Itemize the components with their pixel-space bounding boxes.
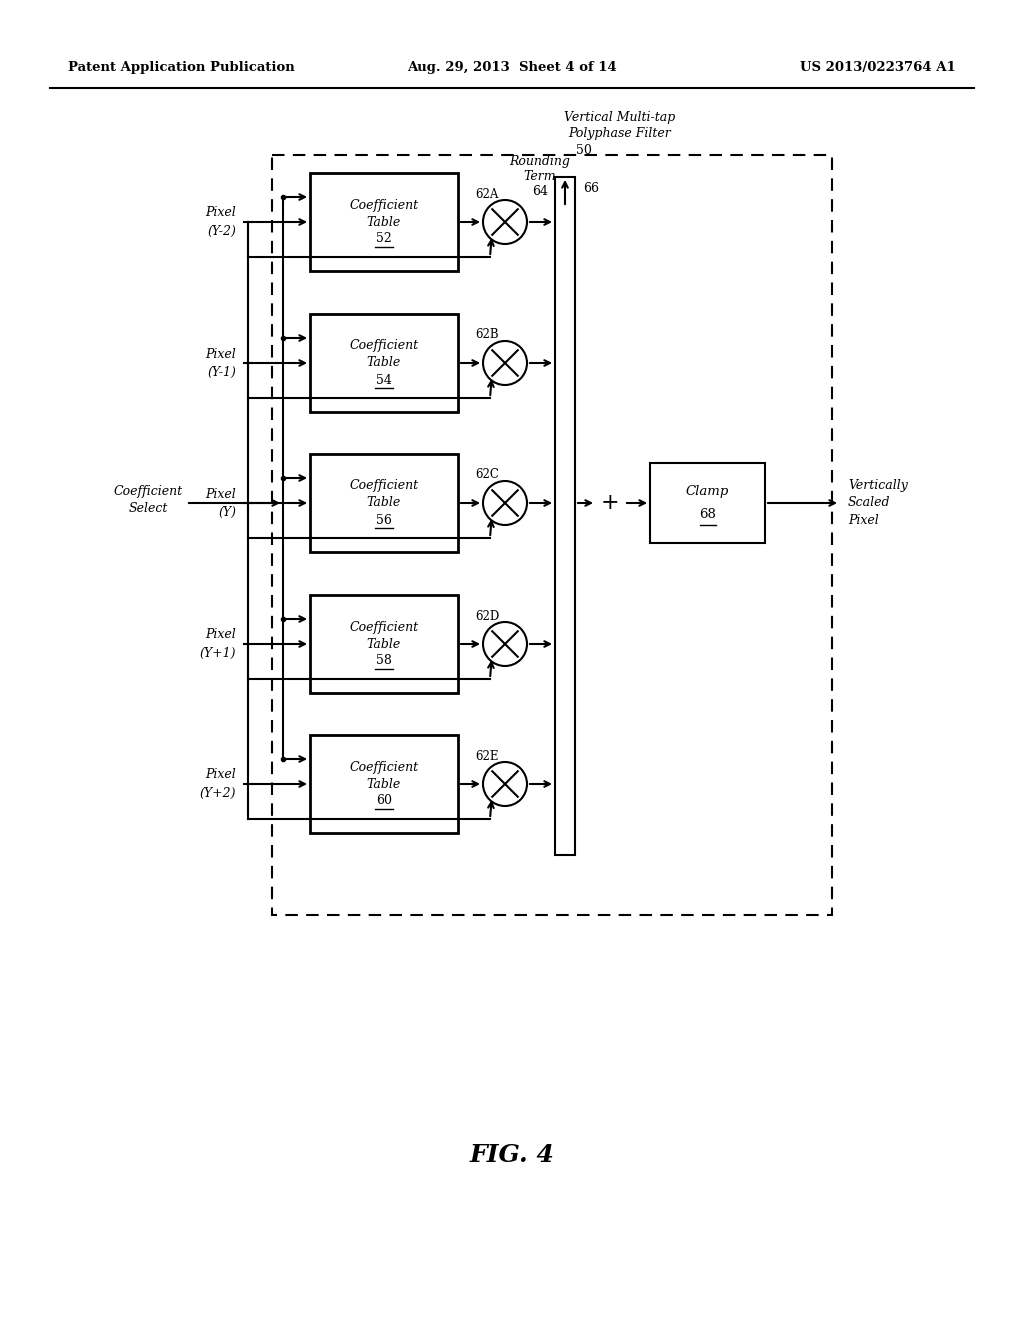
Text: Table: Table <box>367 496 401 510</box>
Circle shape <box>483 480 527 525</box>
Text: 56: 56 <box>376 513 392 527</box>
Bar <box>310 454 458 552</box>
Text: Coefficient: Coefficient <box>349 760 419 774</box>
Bar <box>555 177 575 855</box>
Text: Table: Table <box>367 777 401 791</box>
Text: 66: 66 <box>583 182 599 195</box>
Text: (Y-1): (Y-1) <box>207 366 236 379</box>
Text: Vertical Multi-tap: Vertical Multi-tap <box>563 111 675 124</box>
Text: FIG. 4: FIG. 4 <box>470 1143 554 1167</box>
Text: 64: 64 <box>532 185 548 198</box>
Text: 68: 68 <box>699 508 716 521</box>
Text: Table: Table <box>367 215 401 228</box>
Text: (Y+1): (Y+1) <box>200 647 236 660</box>
Text: Vertically: Vertically <box>848 479 908 491</box>
Text: Pixel: Pixel <box>205 206 236 219</box>
Bar <box>650 463 765 543</box>
Text: (Y+2): (Y+2) <box>200 787 236 800</box>
Text: Term: Term <box>523 170 556 183</box>
Text: Coefficient: Coefficient <box>349 479 419 492</box>
Text: Coefficient: Coefficient <box>349 198 419 211</box>
Text: Rounding: Rounding <box>510 154 570 168</box>
Text: Coefficient: Coefficient <box>349 339 419 352</box>
Text: Table: Table <box>367 638 401 651</box>
Text: Coefficient: Coefficient <box>114 484 182 498</box>
Text: 62E: 62E <box>475 750 499 763</box>
Text: US 2013/0223764 A1: US 2013/0223764 A1 <box>800 62 956 74</box>
Text: 54: 54 <box>376 374 392 387</box>
Text: Polyphase Filter: Polyphase Filter <box>568 127 671 140</box>
Bar <box>310 595 458 693</box>
Bar <box>272 154 831 915</box>
Text: 50: 50 <box>577 144 592 157</box>
Bar <box>310 173 458 271</box>
Bar <box>310 314 458 412</box>
Bar <box>310 735 458 833</box>
Text: 62A: 62A <box>475 187 499 201</box>
Text: Pixel: Pixel <box>205 347 236 360</box>
Text: Patent Application Publication: Patent Application Publication <box>68 62 295 74</box>
Text: Pixel: Pixel <box>205 768 236 781</box>
Circle shape <box>483 762 527 807</box>
Text: 58: 58 <box>376 655 392 668</box>
Text: Select: Select <box>128 503 168 516</box>
Text: Coefficient: Coefficient <box>349 620 419 634</box>
Circle shape <box>483 341 527 385</box>
Text: Clamp: Clamp <box>686 484 729 498</box>
Text: Table: Table <box>367 356 401 370</box>
Text: Pixel: Pixel <box>848 515 879 528</box>
Circle shape <box>483 201 527 244</box>
Text: +: + <box>601 492 620 513</box>
Text: 60: 60 <box>376 795 392 808</box>
Text: Pixel: Pixel <box>205 628 236 642</box>
Text: 62B: 62B <box>475 329 499 342</box>
Text: (Y-2): (Y-2) <box>207 224 236 238</box>
Text: Pixel: Pixel <box>205 487 236 500</box>
Text: Scaled: Scaled <box>848 496 891 510</box>
Circle shape <box>483 622 527 667</box>
Text: 52: 52 <box>376 232 392 246</box>
Text: 62D: 62D <box>475 610 499 623</box>
Text: Aug. 29, 2013  Sheet 4 of 14: Aug. 29, 2013 Sheet 4 of 14 <box>408 62 616 74</box>
Text: 62C: 62C <box>475 469 499 482</box>
Text: (Y): (Y) <box>218 506 236 519</box>
